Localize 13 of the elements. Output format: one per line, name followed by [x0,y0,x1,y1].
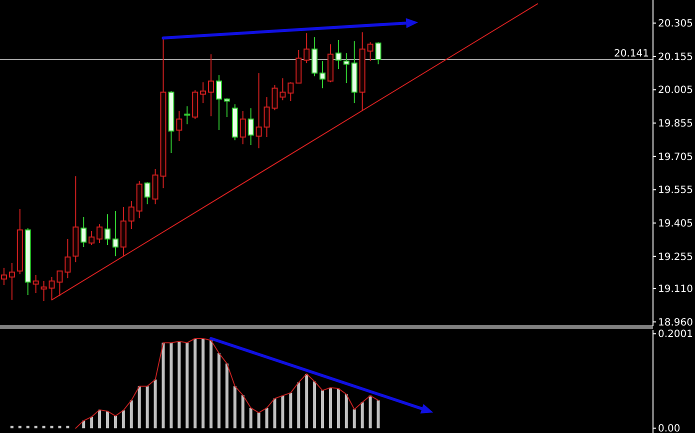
y-tick-label: 19.705 [658,152,693,163]
y-tick-label: 19.855 [658,118,693,130]
y-tick-label: 19.255 [658,252,693,263]
ref-line-label: 20.141 [614,48,649,60]
y-tick-label: 19.555 [658,185,693,196]
y-tick-label: 20.005 [658,85,693,96]
y-tick-label: 20.305 [658,18,693,30]
y-tick-label: 19.110 [658,284,693,296]
y-tick-label: 0.2001 [658,329,693,340]
y-tick-label: 18.960 [658,317,693,328]
y-tick-label: 20.155 [658,52,693,63]
y-tick-label: 0.00 [658,424,680,433]
y-tick-label: 19.405 [658,218,693,230]
